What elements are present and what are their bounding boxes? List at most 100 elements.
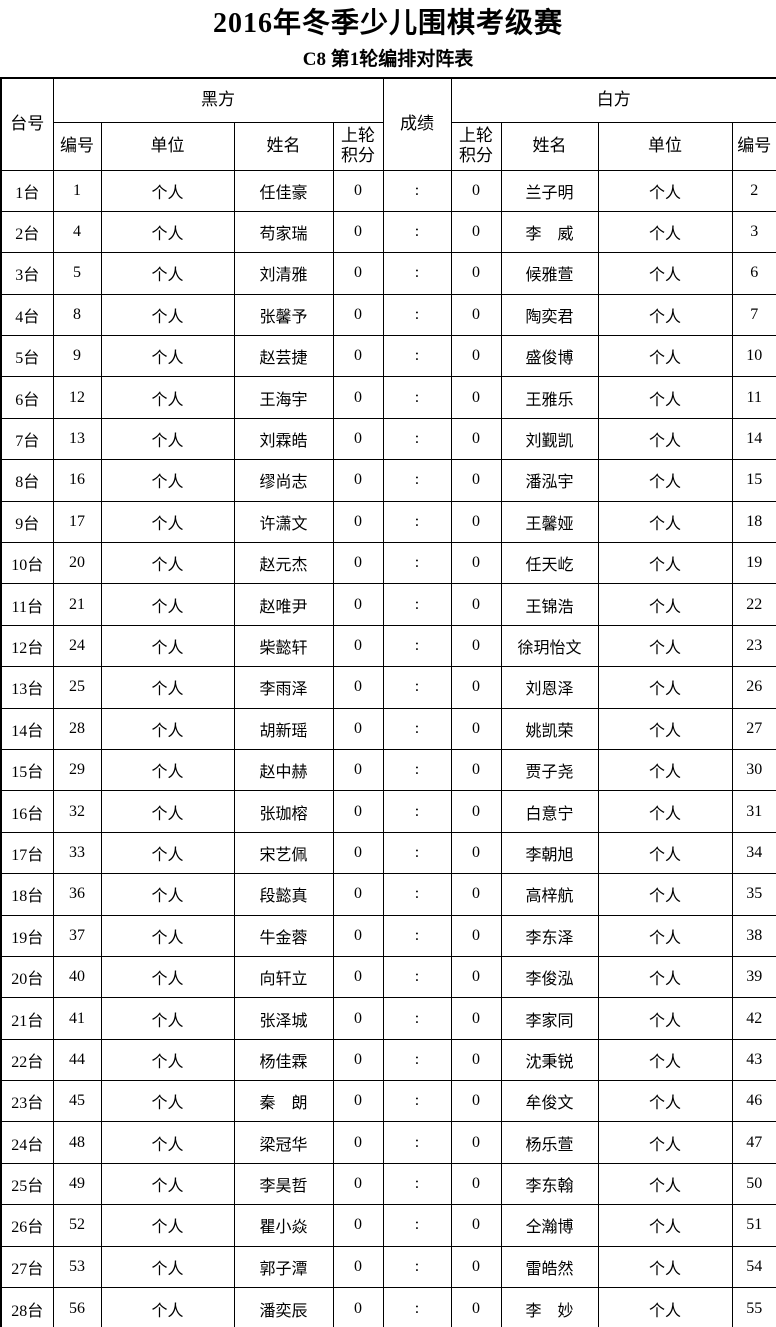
- cell-white-no: 3: [731, 210, 776, 254]
- cell-black-prev-points: 0: [332, 169, 384, 212]
- cell-black-no: 12: [52, 376, 102, 419]
- cell-score: :: [382, 624, 452, 668]
- cell-white-no: 14: [731, 417, 776, 461]
- cell-white-prev-points: 0: [450, 583, 502, 626]
- cell-black-prev-points: 0: [332, 376, 384, 419]
- cell-white-unit: 个人: [597, 376, 733, 419]
- table-row: 25台 49 个人 李昊哲 0 : 0 李东翰 个人 50: [0, 1162, 776, 1206]
- cell-black-prev-points: 0: [332, 914, 384, 957]
- cell-black-unit: 个人: [100, 459, 235, 502]
- cell-white-unit: 个人: [597, 624, 733, 668]
- cell-white-prev-points: 0: [450, 210, 502, 254]
- cell-white-no: 38: [731, 914, 776, 957]
- header-white-no: 编号: [731, 121, 776, 171]
- cell-black-name: 段懿真: [233, 873, 334, 916]
- cell-black-no: 20: [52, 542, 102, 585]
- cell-white-no: 50: [731, 1162, 776, 1206]
- cell-white-prev-points: 0: [450, 542, 502, 585]
- table-row: 9台 17 个人 许潇文 0 : 0 王馨娅 个人 18: [0, 500, 776, 544]
- cell-black-name: 潘奕辰: [233, 1287, 334, 1327]
- cell-white-unit: 个人: [597, 748, 733, 792]
- cell-white-prev-points: 0: [450, 500, 502, 544]
- cell-table-no: 21台: [0, 997, 54, 1040]
- cell-black-prev-points: 0: [332, 997, 384, 1040]
- cell-black-prev-points: 0: [332, 459, 384, 502]
- cell-black-prev-points: 0: [332, 1287, 384, 1327]
- cell-white-unit: 个人: [597, 955, 733, 999]
- header-white-name: 姓名: [500, 121, 599, 171]
- cell-black-unit: 个人: [100, 1287, 235, 1327]
- cell-black-no: 40: [52, 955, 102, 999]
- cell-black-unit: 个人: [100, 293, 235, 337]
- cell-white-name: 王馨娅: [500, 500, 599, 544]
- cell-score: :: [382, 1121, 452, 1164]
- cell-table-no: 25台: [0, 1162, 54, 1206]
- cell-table-no: 27台: [0, 1245, 54, 1289]
- cell-white-name: 陶奕君: [500, 293, 599, 337]
- cell-white-name: 高梓航: [500, 873, 599, 916]
- cell-white-name: 李东翰: [500, 1162, 599, 1206]
- cell-score: :: [382, 335, 452, 378]
- cell-white-name: 李东泽: [500, 914, 599, 957]
- cell-white-no: 42: [731, 997, 776, 1040]
- cell-black-name: 许潇文: [233, 500, 334, 544]
- cell-black-unit: 个人: [100, 1038, 235, 1082]
- table-row: 24台 48 个人 梁冠华 0 : 0 杨乐萱 个人 47: [0, 1121, 776, 1164]
- cell-black-no: 45: [52, 1080, 102, 1123]
- cell-table-no: 13台: [0, 666, 54, 709]
- cell-white-prev-points: 0: [450, 997, 502, 1040]
- cell-black-no: 1: [52, 169, 102, 212]
- table-row: 6台 12 个人 王海宇 0 : 0 王雅乐 个人 11: [0, 376, 776, 419]
- cell-table-no: 20台: [0, 955, 54, 999]
- cell-black-unit: 个人: [100, 500, 235, 544]
- cell-black-name: 赵芸捷: [233, 335, 334, 378]
- cell-white-name: 刘恩泽: [500, 666, 599, 709]
- cell-black-unit: 个人: [100, 624, 235, 668]
- cell-black-prev-points: 0: [332, 293, 384, 337]
- cell-black-name: 缪尚志: [233, 459, 334, 502]
- cell-black-no: 13: [52, 417, 102, 461]
- cell-white-prev-points: 0: [450, 707, 502, 750]
- page-subtitle: C8 第1轮编排对阵表: [302, 49, 474, 70]
- cell-black-prev-points: 0: [332, 335, 384, 378]
- cell-white-name: 贾子尧: [500, 748, 599, 792]
- cell-white-name: 徐玥怡文: [500, 624, 599, 668]
- cell-white-name: 李 妙: [500, 1287, 599, 1327]
- cell-black-prev-points: 0: [332, 1245, 384, 1289]
- cell-black-unit: 个人: [100, 583, 235, 626]
- cell-score: :: [382, 997, 452, 1040]
- table-row: 23台 45 个人 秦 朗 0 : 0 牟俊文 个人 46: [0, 1080, 776, 1123]
- cell-score: :: [382, 790, 452, 833]
- cell-black-no: 8: [52, 293, 102, 337]
- table-row: 19台 37 个人 牛金蓉 0 : 0 李东泽 个人 38: [0, 914, 776, 957]
- cell-black-prev-points: 0: [332, 831, 384, 875]
- cell-white-prev-points: 0: [450, 1038, 502, 1082]
- header-black-no: 编号: [52, 121, 102, 171]
- cell-score: :: [382, 1245, 452, 1289]
- table-row: 27台 53 个人 郭子潭 0 : 0 雷皓然 个人 54: [0, 1245, 776, 1289]
- cell-black-prev-points: 0: [332, 252, 384, 295]
- cell-black-no: 32: [52, 790, 102, 833]
- cell-table-no: 16台: [0, 790, 54, 833]
- cell-white-name: 雷皓然: [500, 1245, 599, 1289]
- cell-white-no: 30: [731, 748, 776, 792]
- cell-white-name: 潘泓宇: [500, 459, 599, 502]
- cell-white-unit: 个人: [597, 666, 733, 709]
- cell-table-no: 19台: [0, 914, 54, 957]
- cell-white-no: 26: [731, 666, 776, 709]
- cell-white-name: 王锦浩: [500, 583, 599, 626]
- cell-black-name: 李昊哲: [233, 1162, 334, 1206]
- cell-black-name: 牛金蓉: [233, 914, 334, 957]
- cell-table-no: 14台: [0, 707, 54, 750]
- cell-table-no: 17台: [0, 831, 54, 875]
- cell-black-unit: 个人: [100, 997, 235, 1040]
- cell-black-unit: 个人: [100, 1245, 235, 1289]
- cell-score: :: [382, 210, 452, 254]
- cell-white-no: 18: [731, 500, 776, 544]
- table-row: 17台 33 个人 宋艺佩 0 : 0 李朝旭 个人 34: [0, 831, 776, 875]
- cell-white-prev-points: 0: [450, 417, 502, 461]
- cell-table-no: 11台: [0, 583, 54, 626]
- cell-black-no: 53: [52, 1245, 102, 1289]
- cell-white-no: 54: [731, 1245, 776, 1289]
- cell-white-unit: 个人: [597, 1245, 733, 1289]
